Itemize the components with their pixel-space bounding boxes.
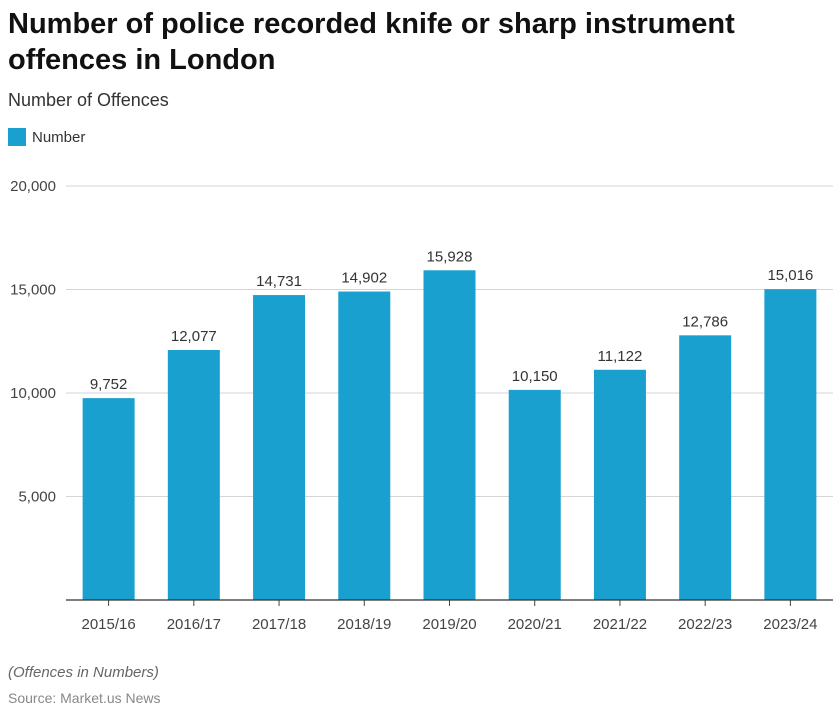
x-tick-label: 2017/18: [252, 616, 306, 633]
bar: [338, 291, 391, 600]
x-tick-label: 2021/22: [593, 616, 647, 633]
x-tick-label: 2023/24: [763, 616, 817, 633]
bar: [253, 295, 306, 600]
data-label: 10,150: [512, 368, 558, 385]
y-tick-label: 10,000: [10, 385, 56, 402]
data-label: 9,752: [90, 376, 128, 393]
data-label: 11,122: [598, 348, 643, 365]
x-tick-label: 2018/19: [337, 616, 391, 633]
source: Source: Market.us News: [8, 690, 161, 706]
bar: [423, 270, 476, 600]
bar: [508, 389, 561, 600]
chart-subtitle: Number of Offences: [8, 90, 169, 110]
data-label: 14,902: [341, 270, 387, 287]
x-tick-label: 2016/17: [167, 616, 221, 633]
bar: [82, 398, 135, 600]
bar: [593, 369, 646, 600]
legend: Number: [8, 128, 85, 146]
x-tick-label: 2020/21: [508, 616, 562, 633]
x-tick-label: 2022/23: [678, 616, 732, 633]
x-tick-label: 2015/16: [81, 616, 135, 633]
data-label: 12,077: [171, 328, 217, 345]
legend-label-number: Number: [32, 128, 86, 146]
y-tick-label: 20,000: [10, 178, 56, 195]
bar: [167, 350, 220, 600]
legend-swatch: [8, 128, 26, 146]
bar-chart: 5,000 10,000 15,000 20,000 9,752 12,077 14,73…: [10, 178, 833, 633]
y-tick-label: 5,000: [18, 489, 56, 506]
x-tick-label: 2019/20: [422, 616, 476, 633]
data-label: 14,731: [256, 273, 302, 290]
data-label: 15,016: [767, 267, 813, 284]
data-label: 15,928: [427, 248, 473, 265]
y-tick-label: 15,000: [10, 282, 56, 299]
data-label: 12,786: [682, 313, 728, 330]
footnote: (Offences in Numbers): [8, 664, 159, 681]
bar: [764, 289, 817, 600]
bar: [679, 335, 732, 600]
chart-title: Number of police recorded knife or sharp…: [8, 8, 735, 76]
